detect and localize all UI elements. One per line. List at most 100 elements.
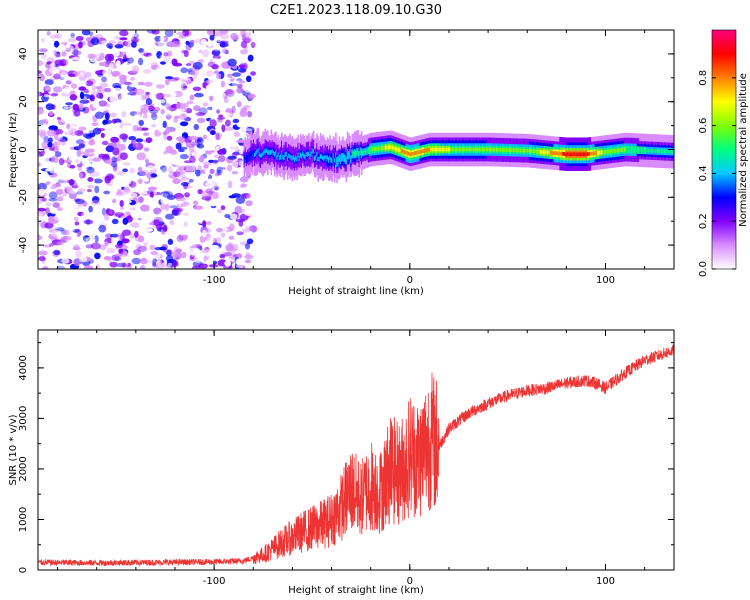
noise-speck: [111, 218, 119, 225]
noise-speck: [56, 241, 64, 246]
noise-speck: [212, 104, 217, 111]
ridge-cell: [386, 145, 389, 150]
noise-speck: [75, 191, 84, 195]
noise-speck: [111, 160, 118, 168]
noise-speck: [94, 66, 102, 71]
noise-speck: [106, 66, 112, 72]
noise-speck: [54, 59, 64, 66]
ridge-cell: [329, 155, 331, 160]
noise-speck: [205, 84, 215, 91]
noise-speck: [243, 32, 252, 37]
noise-speck: [43, 85, 51, 93]
noise-speck: [192, 248, 201, 252]
noise-speck: [224, 213, 231, 219]
ridge-cell: [317, 157, 319, 162]
noise-speck: [139, 169, 150, 177]
ridge-cell: [363, 150, 365, 155]
noise-speck: [57, 83, 63, 90]
noise-speck: [143, 228, 154, 232]
ridge-cell: [507, 148, 510, 152]
noise-speck: [51, 183, 62, 188]
noise-speck: [169, 227, 178, 233]
noise-speck: [63, 105, 69, 110]
noise-speck: [43, 152, 54, 157]
noise-speck: [49, 228, 59, 233]
ridge-cell: [591, 151, 593, 156]
noise-speck: [54, 53, 61, 58]
noise-speck: [127, 92, 137, 96]
ridge-cell: [291, 155, 294, 162]
noise-speck: [116, 222, 124, 228]
ridge-cell: [384, 145, 386, 150]
ridge-cell: [454, 147, 457, 152]
noise-speck: [161, 167, 170, 173]
ridge-cell: [593, 151, 595, 156]
noise-speck: [197, 72, 207, 80]
noise-speck: [41, 197, 47, 202]
noise-speck: [168, 171, 178, 179]
spectrogram-xlabel: Height of straight line (km): [288, 286, 424, 297]
ridge-cell: [446, 147, 449, 152]
noise-speck: [119, 133, 129, 140]
noise-speck: [195, 112, 205, 117]
ridge-cell: [304, 155, 307, 160]
noise-speck: [68, 179, 75, 186]
noise-speck: [90, 242, 101, 250]
noise-speck: [67, 220, 75, 224]
noise-speck: [69, 154, 75, 161]
noise-speck: [213, 226, 221, 235]
ridge-cell: [324, 154, 327, 159]
noise-speck: [78, 41, 83, 49]
ridge-cell: [670, 149, 673, 154]
noise-speck: [87, 53, 97, 59]
noise-speck: [224, 88, 234, 95]
noise-speck: [200, 38, 207, 44]
noise-speck: [230, 252, 237, 259]
noise-speck: [198, 263, 208, 269]
noise-speck: [150, 173, 158, 178]
noise-speck: [118, 66, 124, 73]
y-tick-label: 20: [18, 95, 29, 108]
noise-speck: [152, 216, 160, 220]
ridge-cell: [434, 147, 437, 152]
noise-speck: [146, 165, 155, 171]
ridge-cell: [608, 149, 611, 154]
noise-speck: [136, 152, 146, 161]
ridge-cell: [308, 151, 310, 156]
noise-speck: [246, 106, 255, 112]
ridge-cell: [264, 148, 267, 154]
noise-speck: [189, 70, 200, 76]
noise-speck: [122, 168, 128, 173]
noise-speck: [192, 73, 198, 80]
noise-speck: [183, 221, 188, 228]
ridge-cell: [437, 147, 439, 152]
ridge-cell: [588, 152, 591, 156]
spectrogram-panel: -100 0 100 -40 -20 0 20 40 Height of straight l…: [8, 29, 675, 297]
noise-speck: [88, 205, 93, 213]
noise-speck: [188, 135, 198, 141]
noise-speck: [156, 223, 162, 230]
noise-speck: [165, 126, 171, 134]
x-tick-label: -100: [203, 576, 226, 587]
ridge-cell: [661, 149, 664, 154]
noise-speck: [163, 132, 168, 141]
noise-speck: [69, 188, 78, 194]
noise-speck: [185, 108, 193, 114]
ridge-cell: [531, 149, 533, 153]
ridge-cell: [400, 149, 403, 153]
noise-speck: [100, 40, 108, 45]
ridge-cell: [660, 149, 662, 154]
x-tick-label: 0: [407, 576, 413, 587]
noise-speck: [227, 164, 233, 172]
noise-speck: [118, 74, 127, 81]
noise-speck: [240, 49, 248, 55]
noise-speck: [98, 224, 107, 233]
ridge-cell: [352, 151, 355, 157]
noise-speck: [70, 57, 80, 61]
noise-speck: [128, 70, 139, 74]
noise-speck: [40, 161, 49, 166]
noise-speck: [160, 109, 165, 115]
ridge-cell: [424, 148, 426, 153]
noise-speck: [202, 134, 207, 140]
noise-speck: [61, 111, 68, 118]
